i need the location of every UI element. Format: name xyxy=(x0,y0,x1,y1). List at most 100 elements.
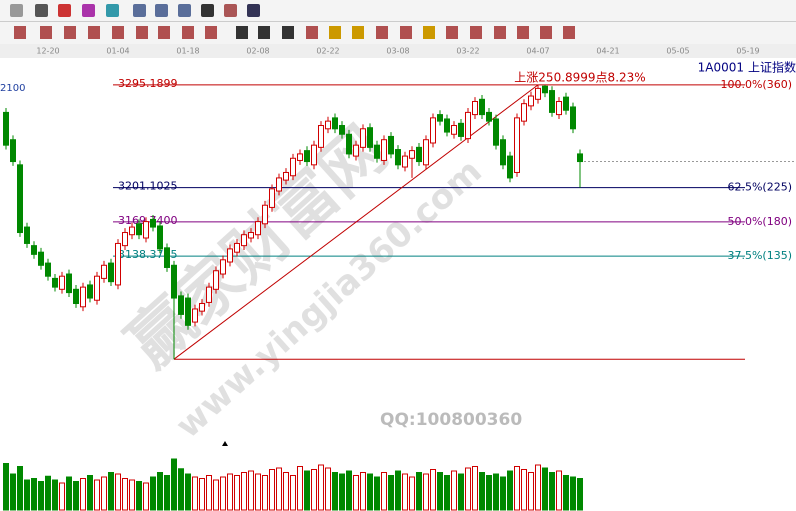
candle-body xyxy=(136,223,142,236)
candle-body xyxy=(458,122,464,137)
candle-body xyxy=(514,117,520,173)
candle-body xyxy=(542,85,548,94)
fib-price: 3201.1025 xyxy=(118,180,178,193)
volume-bar xyxy=(108,472,114,511)
draw-tool[interactable] xyxy=(563,26,575,39)
draw-tool[interactable] xyxy=(517,26,529,39)
draw-tool[interactable] xyxy=(64,26,76,39)
draw-tool[interactable] xyxy=(282,26,294,39)
draw-tool[interactable] xyxy=(400,26,412,39)
volume-bar xyxy=(24,479,30,511)
volume-bar xyxy=(297,466,303,511)
candle-body xyxy=(486,111,492,122)
icon-line[interactable] xyxy=(58,4,71,17)
volume-bar xyxy=(304,470,310,511)
volume-bar xyxy=(220,476,226,511)
icon-tool[interactable] xyxy=(155,4,168,17)
icon-tool[interactable] xyxy=(201,4,214,17)
draw-tool[interactable] xyxy=(329,26,341,39)
volume-bar xyxy=(52,479,58,511)
candle-body xyxy=(269,188,275,208)
candle-body xyxy=(423,139,429,166)
candle-body xyxy=(31,245,37,255)
candle-body xyxy=(206,286,212,303)
icon-tool[interactable] xyxy=(247,4,260,17)
candle-body xyxy=(360,128,366,148)
fib-ratio: 100.0%(360) xyxy=(720,78,792,91)
draw-tools[interactable] xyxy=(14,26,575,39)
volume-bar xyxy=(570,476,576,511)
volume-bar xyxy=(17,466,23,511)
icon-tool[interactable] xyxy=(133,4,146,17)
draw-tool[interactable] xyxy=(540,26,552,39)
draw-tool[interactable] xyxy=(136,26,148,39)
volume-bar xyxy=(157,472,163,511)
candle-body xyxy=(381,139,387,161)
draw-tool[interactable] xyxy=(14,26,26,39)
candle-body xyxy=(87,284,93,299)
draw-tool[interactable] xyxy=(182,26,194,39)
candle-body xyxy=(150,218,156,228)
volume-bar xyxy=(115,473,121,511)
volume-bar xyxy=(66,476,72,511)
volume-bar xyxy=(192,476,198,511)
candle-body xyxy=(318,125,324,148)
candle-body xyxy=(122,232,128,247)
volume-bar xyxy=(339,473,345,511)
annotation: 上涨250.8999点8.23% xyxy=(514,70,645,85)
volume-bar xyxy=(416,472,422,511)
left-label: 2100 xyxy=(0,83,25,94)
draw-tool[interactable] xyxy=(158,26,170,39)
draw-tool[interactable] xyxy=(205,26,217,39)
volume-bar xyxy=(402,473,408,511)
draw-tool[interactable] xyxy=(423,26,435,39)
draw-tool[interactable] xyxy=(446,26,458,39)
x-tick-label: 04-21 xyxy=(596,47,619,56)
icon-tool[interactable] xyxy=(224,4,237,17)
x-tick-label: 05-05 xyxy=(666,47,689,56)
x-tick-label: 03-22 xyxy=(456,47,479,56)
x-tick-label: 01-18 xyxy=(176,47,199,56)
candle-body xyxy=(157,225,163,250)
candle-body xyxy=(353,144,359,157)
watermark-qq: QQ:100800360 xyxy=(380,410,522,430)
candle-body xyxy=(52,277,58,288)
volume-bar xyxy=(262,475,268,511)
volume-bar xyxy=(381,472,387,511)
candle-body xyxy=(374,144,380,159)
draw-tool[interactable] xyxy=(112,26,124,39)
icon-hand[interactable] xyxy=(10,4,23,17)
volume-bar xyxy=(143,482,149,511)
volume-bar xyxy=(150,476,156,511)
draw-tool[interactable] xyxy=(352,26,364,39)
icon-tool[interactable] xyxy=(178,4,191,17)
draw-tool[interactable] xyxy=(376,26,388,39)
candle-body xyxy=(430,117,436,144)
volume-bar xyxy=(444,475,450,511)
volume-bar xyxy=(178,468,184,511)
fib-ratio: 37.5%(135) xyxy=(727,249,792,262)
volume-bar xyxy=(346,470,352,511)
volume-bar xyxy=(374,476,380,511)
toolbar-icons[interactable] xyxy=(10,4,260,17)
draw-tool[interactable] xyxy=(236,26,248,39)
x-tick-label: 02-22 xyxy=(316,47,339,56)
draw-tool[interactable] xyxy=(88,26,100,39)
draw-tool[interactable] xyxy=(306,26,318,39)
draw-tool[interactable] xyxy=(494,26,506,39)
draw-tool[interactable] xyxy=(40,26,52,39)
candle-body xyxy=(220,259,226,275)
icon-draw[interactable] xyxy=(82,4,95,17)
candle-body xyxy=(472,100,478,116)
candle-body xyxy=(339,125,345,135)
icon-cross[interactable] xyxy=(35,4,48,17)
volume-bar xyxy=(276,467,282,511)
draw-tool[interactable] xyxy=(258,26,270,39)
candle-body xyxy=(262,204,268,225)
x-tick-label: 12-20 xyxy=(36,47,59,56)
volume-bar xyxy=(451,470,457,511)
draw-tool[interactable] xyxy=(470,26,482,39)
icon-stats[interactable] xyxy=(106,4,119,17)
volume-bar xyxy=(318,464,324,511)
